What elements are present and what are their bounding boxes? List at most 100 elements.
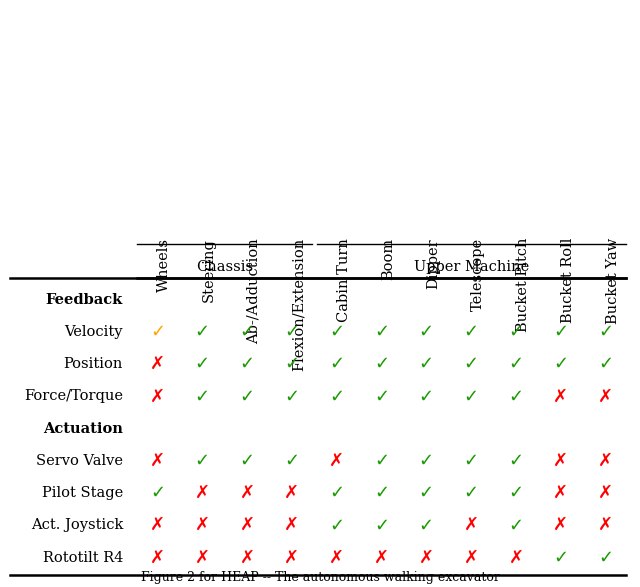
- Text: ✓: ✓: [508, 387, 524, 406]
- Text: Cabin Turn: Cabin Turn: [337, 238, 351, 322]
- Text: ✗: ✗: [598, 387, 613, 406]
- Text: ✗: ✗: [150, 387, 165, 406]
- Text: ✓: ✓: [508, 517, 524, 534]
- Text: ✓: ✓: [195, 323, 210, 341]
- Text: ✓: ✓: [329, 387, 344, 406]
- Text: Flexion/Extension: Flexion/Extension: [292, 238, 306, 371]
- Text: ✓: ✓: [195, 387, 210, 406]
- Text: ✓: ✓: [419, 452, 434, 470]
- Text: ✗: ✗: [239, 548, 255, 566]
- Text: Figure 2 for HEAP -- The autonomous walking excavator: Figure 2 for HEAP -- The autonomous walk…: [141, 571, 499, 584]
- Text: ✗: ✗: [284, 548, 300, 566]
- Text: ✓: ✓: [374, 387, 389, 406]
- Text: ✓: ✓: [553, 355, 568, 373]
- Text: ✓: ✓: [374, 452, 389, 470]
- Text: ✓: ✓: [598, 355, 613, 373]
- Text: ✓: ✓: [239, 452, 255, 470]
- Text: ✓: ✓: [329, 355, 344, 373]
- Text: Feedback: Feedback: [45, 293, 123, 307]
- Text: ✗: ✗: [553, 387, 568, 406]
- Text: Velocity: Velocity: [65, 325, 123, 339]
- Text: ✓: ✓: [463, 355, 479, 373]
- Text: ✓: ✓: [374, 484, 389, 502]
- Text: ✗: ✗: [284, 517, 300, 534]
- Text: ✗: ✗: [195, 517, 210, 534]
- Text: ✓: ✓: [598, 323, 613, 341]
- Text: Bucket Yaw: Bucket Yaw: [605, 238, 620, 324]
- Text: ✓: ✓: [150, 484, 165, 502]
- Text: ✓: ✓: [598, 548, 613, 566]
- Text: Ab-/Adduction: Ab-/Adduction: [247, 238, 261, 344]
- Text: ✗: ✗: [195, 484, 210, 502]
- Text: ✓: ✓: [284, 323, 300, 341]
- Text: ✓: ✓: [553, 548, 568, 566]
- Text: Upper Machine: Upper Machine: [413, 260, 529, 274]
- Text: Chassis: Chassis: [196, 260, 253, 274]
- Text: ✓: ✓: [508, 355, 524, 373]
- Text: ✗: ✗: [419, 548, 434, 566]
- Text: ✓: ✓: [419, 387, 434, 406]
- Text: Wheels: Wheels: [157, 238, 172, 292]
- Text: ✓: ✓: [284, 355, 300, 373]
- Text: ✓: ✓: [419, 517, 434, 534]
- Text: Boom: Boom: [381, 238, 396, 280]
- Text: ✗: ✗: [553, 484, 568, 502]
- Text: ✗: ✗: [150, 355, 165, 373]
- Text: ✓: ✓: [239, 355, 255, 373]
- Text: ✗: ✗: [150, 452, 165, 470]
- Text: ✗: ✗: [463, 548, 479, 566]
- Text: ✓: ✓: [195, 355, 210, 373]
- Text: Position: Position: [63, 357, 123, 371]
- Text: ✓: ✓: [284, 387, 300, 406]
- Text: ✓: ✓: [463, 452, 479, 470]
- Text: Act. Joystick: Act. Joystick: [31, 518, 123, 532]
- Text: ✓: ✓: [374, 323, 389, 341]
- Text: ✓: ✓: [239, 387, 255, 406]
- Text: ✓: ✓: [374, 355, 389, 373]
- Text: ✗: ✗: [329, 452, 344, 470]
- Text: ✗: ✗: [598, 484, 613, 502]
- Text: ✗: ✗: [150, 548, 165, 566]
- Text: ✓: ✓: [463, 387, 479, 406]
- Text: Bucket Roll: Bucket Roll: [561, 238, 575, 323]
- Text: ✓: ✓: [419, 484, 434, 502]
- Text: ✓: ✓: [508, 484, 524, 502]
- Text: ✗: ✗: [598, 452, 613, 470]
- Text: ✓: ✓: [284, 452, 300, 470]
- Text: ✓: ✓: [463, 323, 479, 341]
- Text: ✗: ✗: [598, 517, 613, 534]
- Text: ✗: ✗: [239, 517, 255, 534]
- Text: ✓: ✓: [553, 323, 568, 341]
- Text: ✓: ✓: [150, 323, 165, 341]
- Text: ✓: ✓: [239, 323, 255, 341]
- Text: ✗: ✗: [239, 484, 255, 502]
- Text: Actuation: Actuation: [43, 421, 123, 436]
- Text: ✗: ✗: [374, 548, 389, 566]
- Text: ✗: ✗: [150, 517, 165, 534]
- Text: Telescope: Telescope: [471, 238, 485, 311]
- Text: Rototilt R4: Rototilt R4: [43, 551, 123, 565]
- Text: ✓: ✓: [329, 323, 344, 341]
- Text: ✓: ✓: [419, 323, 434, 341]
- Text: ✗: ✗: [329, 548, 344, 566]
- Text: ✗: ✗: [553, 517, 568, 534]
- Text: ✗: ✗: [508, 548, 524, 566]
- Text: ✓: ✓: [195, 452, 210, 470]
- Text: ✓: ✓: [508, 323, 524, 341]
- Text: Steering: Steering: [202, 238, 216, 302]
- Text: Force/Torque: Force/Torque: [24, 389, 123, 403]
- Text: ✓: ✓: [329, 484, 344, 502]
- Text: ✓: ✓: [419, 355, 434, 373]
- Text: ✓: ✓: [463, 484, 479, 502]
- Text: Bucket Pitch: Bucket Pitch: [516, 238, 530, 332]
- Text: Dipper: Dipper: [426, 238, 440, 289]
- Text: ✓: ✓: [374, 517, 389, 534]
- Text: ✗: ✗: [463, 517, 479, 534]
- Text: ✗: ✗: [553, 452, 568, 470]
- Text: Servo Valve: Servo Valve: [36, 454, 123, 468]
- Text: Pilot Stage: Pilot Stage: [42, 486, 123, 500]
- Text: ✗: ✗: [284, 484, 300, 502]
- Text: ✓: ✓: [508, 452, 524, 470]
- Text: ✗: ✗: [195, 548, 210, 566]
- Text: ✓: ✓: [329, 517, 344, 534]
